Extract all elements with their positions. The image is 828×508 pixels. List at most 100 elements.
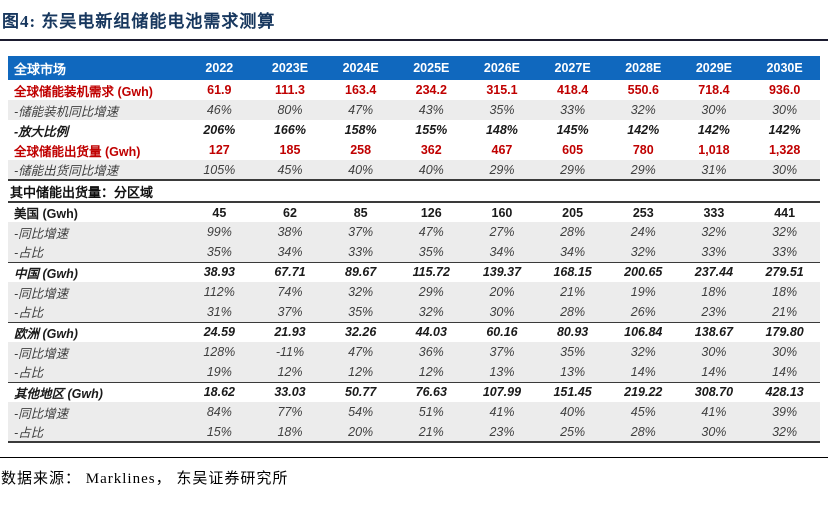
value-cell: -11% — [254, 342, 326, 362]
table-row: -放大比例 206% 166% 158% 155% 148% 145% 142% 142% 142… — [8, 120, 820, 140]
value-cell: 418.4 — [556, 83, 589, 97]
value-cell: 21.93 — [254, 321, 326, 342]
value-cell: 89.67 — [325, 261, 396, 282]
value-cell: 26% — [607, 302, 679, 322]
value-cell: 179.80 — [749, 321, 820, 342]
value-cell: 19% — [184, 362, 255, 382]
value-cell: 234.2 — [415, 83, 447, 97]
row-label: -放大比例 — [14, 124, 69, 139]
value-cell: 41% — [466, 402, 538, 422]
figure-header: 图4: 东吴电新组储能电池需求测算 — [0, 0, 828, 41]
value-cell: 29% — [607, 160, 679, 180]
value-cell: 112% — [184, 282, 255, 302]
row-label: -同比增速 — [8, 222, 184, 242]
value-cell: 362 — [420, 143, 442, 157]
table-row: 中国 (Gwh) 38.93 67.71 89.67 115.72 139.37 168.1… — [8, 261, 820, 282]
value-cell: 32% — [395, 302, 467, 322]
value-cell: 253 — [632, 205, 654, 220]
value-cell: 60.16 — [466, 321, 538, 342]
value-cell: 31% — [678, 160, 750, 180]
value-cell: 67.71 — [254, 261, 326, 282]
value-cell: 23% — [466, 422, 538, 443]
value-cell: 30% — [749, 160, 820, 180]
row-label: -占比 — [8, 242, 184, 262]
value-cell: 74% — [254, 282, 326, 302]
value-cell: 160 — [491, 205, 513, 220]
value-cell: 32% — [678, 222, 750, 242]
value-cell: 19% — [607, 282, 679, 302]
value-cell: 20% — [325, 422, 396, 443]
data-source: 数据来源： Marklines， 东吴证券研究所 — [1, 471, 289, 487]
table-row: 全球储能装机需求 (Gwh) 61.9 111.3 163.4 234.2 315.1 41… — [8, 80, 820, 100]
table-row: 其他地区 (Gwh) 18.62 33.03 50.77 76.63 107.99 151.… — [8, 381, 820, 402]
value-cell: 308.70 — [678, 381, 750, 402]
row-label: -同比增速 — [8, 402, 184, 422]
value-cell: 18% — [749, 282, 820, 302]
value-cell: 12% — [395, 362, 467, 382]
row-label: -占比 — [8, 362, 184, 382]
year-column-header: 2029E — [678, 56, 750, 80]
row-label: -占比 — [8, 422, 184, 443]
value-cell: 14% — [607, 362, 679, 382]
value-cell: 28% — [537, 222, 608, 242]
table-row: -占比 19% 12% 12% 12% 13% 13% 14% 14% 14% — [8, 362, 820, 382]
value-cell: 35% — [537, 342, 608, 362]
value-cell: 39% — [749, 402, 820, 422]
row-label: -储能装机同比增速 — [8, 100, 184, 120]
value-cell: 80.93 — [537, 321, 608, 342]
figure-title: 图4: 东吴电新组储能电池需求测算 — [2, 12, 276, 31]
value-cell: 35% — [466, 100, 538, 120]
value-cell: 15% — [184, 422, 255, 443]
value-cell: 20% — [466, 282, 538, 302]
value-cell: 163.4 — [345, 83, 377, 97]
value-cell: 40% — [395, 160, 467, 180]
value-cell: 50.77 — [325, 381, 396, 402]
table-row: -占比 15% 18% 20% 21% 23% 25% 28% 30% 32% — [8, 422, 820, 443]
value-cell: 105% — [184, 160, 255, 180]
value-cell: 32% — [325, 282, 396, 302]
table-row: 欧洲 (Gwh) 24.59 21.93 32.26 44.03 60.16 80.93 10… — [8, 321, 820, 342]
value-cell: 40% — [537, 402, 608, 422]
value-cell: 43% — [395, 100, 467, 120]
value-cell: 45% — [254, 160, 326, 180]
value-cell: 76.63 — [395, 381, 467, 402]
value-cell: 107.99 — [466, 381, 538, 402]
value-cell: 47% — [325, 100, 396, 120]
table-row: -同比增速 128% -11% 47% 36% 37% 35% 32% 30% 30% — [8, 342, 820, 362]
section-title: 其中储能出货量：分区域 — [8, 179, 820, 203]
table-row: -占比 31% 37% 35% 32% 30% 28% 26% 23% 21% — [8, 302, 820, 322]
value-cell: 47% — [395, 222, 467, 242]
value-cell: 115.72 — [395, 261, 467, 282]
value-cell: 33% — [678, 242, 750, 262]
value-cell: 38% — [254, 222, 326, 242]
value-cell: 780 — [632, 143, 654, 157]
value-cell: 36% — [395, 342, 467, 362]
value-cell: 51% — [395, 402, 467, 422]
value-cell: 206% — [203, 123, 236, 137]
value-cell: 148% — [485, 123, 518, 137]
value-cell: 85 — [353, 205, 368, 220]
value-cell: 84% — [184, 402, 255, 422]
value-cell: 1,328 — [768, 143, 801, 157]
value-cell: 13% — [537, 362, 608, 382]
value-cell: 33.03 — [254, 381, 326, 402]
value-cell: 467 — [491, 143, 513, 157]
value-cell: 142% — [697, 123, 730, 137]
value-cell: 29% — [537, 160, 608, 180]
table-row: -同比增速 112% 74% 32% 29% 20% 21% 19% 18% 18% — [8, 282, 820, 302]
value-cell: 18.62 — [184, 381, 255, 402]
value-cell: 54% — [325, 402, 396, 422]
value-cell: 46% — [184, 100, 255, 120]
value-cell: 34% — [537, 242, 608, 262]
value-cell: 219.22 — [607, 381, 679, 402]
value-cell: 80% — [254, 100, 326, 120]
value-cell: 24% — [607, 222, 679, 242]
value-cell: 77% — [254, 402, 326, 422]
value-cell: 151.45 — [537, 381, 608, 402]
value-cell: 166% — [273, 123, 306, 137]
value-cell: 168.15 — [537, 261, 608, 282]
value-cell: 37% — [254, 302, 326, 322]
value-cell: 34% — [466, 242, 538, 262]
value-cell: 30% — [466, 302, 538, 322]
value-cell: 128% — [184, 342, 255, 362]
